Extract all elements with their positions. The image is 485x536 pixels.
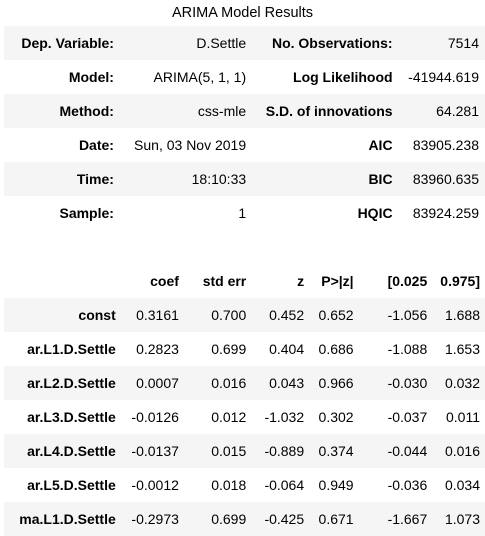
summary-value: 83960.635 bbox=[412, 171, 479, 187]
coef-cell: 0.0007 bbox=[136, 375, 179, 391]
pvalue-cell: 0.949 bbox=[318, 477, 354, 493]
column-header: coef bbox=[150, 273, 179, 289]
table-row: ar.L4.D.Settle -0.0137 0.015 -0.889 0.37… bbox=[4, 434, 485, 468]
z-cell: -0.889 bbox=[264, 443, 305, 459]
table-row: Method: css-mle S.D. of innovations 64.2… bbox=[4, 94, 485, 128]
summary-label: Dep. Variable: bbox=[21, 35, 114, 51]
pvalue-cell: 0.671 bbox=[318, 511, 354, 527]
coef-cell: -0.0126 bbox=[131, 409, 179, 425]
ci-upper-cell: 1.073 bbox=[444, 511, 480, 527]
table-row: ar.L2.D.Settle 0.0007 0.016 0.043 0.966 … bbox=[4, 366, 485, 400]
table-row: ar.L3.D.Settle -0.0126 0.012 -1.032 0.30… bbox=[4, 400, 485, 434]
coef-cell: -0.0137 bbox=[131, 443, 179, 459]
summary-label: Time: bbox=[76, 171, 114, 187]
summary-value: 18:10:33 bbox=[191, 171, 247, 187]
summary-value: 1 bbox=[238, 205, 247, 221]
term-label: const bbox=[78, 307, 116, 323]
table-row: ma.L1.D.Settle -0.2973 0.699 -0.425 0.67… bbox=[4, 502, 485, 536]
summary-label: Log Likelihood bbox=[293, 69, 393, 85]
summary-label: Model: bbox=[68, 69, 114, 85]
stderr-cell: 0.699 bbox=[211, 511, 247, 527]
table-row: Dep. Variable: D.Settle No. Observations… bbox=[4, 26, 485, 60]
summary-value: 64.281 bbox=[436, 103, 479, 119]
column-header bbox=[4, 264, 120, 298]
pvalue-cell: 0.652 bbox=[318, 307, 354, 323]
z-cell: -0.064 bbox=[264, 477, 305, 493]
summary-value: ARIMA(5, 1, 1) bbox=[153, 69, 247, 85]
summary-label: Date: bbox=[78, 137, 114, 153]
model-summary-table: Dep. Variable: D.Settle No. Observations… bbox=[4, 26, 485, 230]
table-row: ar.L1.D.Settle 0.2823 0.699 0.404 0.686 … bbox=[4, 332, 485, 366]
column-header: P>|z| bbox=[321, 273, 354, 289]
column-header: z bbox=[297, 273, 305, 289]
table-row: ar.L5.D.Settle -0.0012 0.018 -0.064 0.94… bbox=[4, 468, 485, 502]
ci-lower-cell: -1.056 bbox=[387, 307, 428, 323]
z-cell: -1.032 bbox=[264, 409, 305, 425]
table-spacer bbox=[0, 230, 485, 264]
column-header: [0.025 bbox=[387, 273, 428, 289]
coef-cell: 0.2823 bbox=[136, 341, 179, 357]
ci-lower-cell: -1.088 bbox=[387, 341, 428, 357]
stderr-cell: 0.699 bbox=[211, 341, 247, 357]
summary-value: 7514 bbox=[447, 35, 479, 51]
table-row: Time: 18:10:33 BIC 83960.635 bbox=[4, 162, 485, 196]
term-label: ar.L1.D.Settle bbox=[27, 341, 116, 357]
ci-lower-cell: -0.044 bbox=[387, 443, 428, 459]
stderr-cell: 0.700 bbox=[211, 307, 247, 323]
pvalue-cell: 0.374 bbox=[318, 443, 354, 459]
ci-lower-cell: -0.030 bbox=[387, 375, 428, 391]
z-cell: 0.452 bbox=[269, 307, 305, 323]
coef-cell: -0.2973 bbox=[131, 511, 179, 527]
term-label: ar.L2.D.Settle bbox=[27, 375, 116, 391]
table-caption: ARIMA Model Results bbox=[171, 5, 314, 21]
term-label: ar.L5.D.Settle bbox=[27, 477, 116, 493]
ci-lower-cell: -0.036 bbox=[387, 477, 428, 493]
ci-upper-cell: 0.016 bbox=[444, 443, 480, 459]
z-cell: 0.404 bbox=[269, 341, 305, 357]
table-row: Sample: 1 HQIC 83924.259 bbox=[4, 196, 485, 230]
ci-upper-cell: 1.653 bbox=[444, 341, 480, 357]
z-cell: -0.425 bbox=[264, 511, 305, 527]
summary-value: D.Settle bbox=[196, 35, 247, 51]
stderr-cell: 0.015 bbox=[211, 443, 247, 459]
pvalue-cell: 0.686 bbox=[318, 341, 354, 357]
summary-label: Method: bbox=[59, 103, 114, 119]
summary-value: 83905.238 bbox=[412, 137, 479, 153]
summary-label: AIC bbox=[368, 137, 393, 153]
table-header-row: coef std err z P>|z| [0.025 0.975] bbox=[4, 264, 485, 298]
summary-label: HQIC bbox=[357, 205, 393, 221]
coef-cell: -0.0012 bbox=[131, 477, 179, 493]
ci-lower-cell: -0.037 bbox=[387, 409, 428, 425]
ci-upper-cell: 0.034 bbox=[444, 477, 480, 493]
table-row: Model: ARIMA(5, 1, 1) Log Likelihood -41… bbox=[4, 60, 485, 94]
stderr-cell: 0.012 bbox=[211, 409, 247, 425]
summary-label: S.D. of innovations bbox=[265, 103, 393, 119]
z-cell: 0.043 bbox=[269, 375, 305, 391]
summary-value: Sun, 03 Nov 2019 bbox=[134, 137, 247, 153]
stderr-cell: 0.016 bbox=[211, 375, 247, 391]
column-header: std err bbox=[202, 273, 247, 289]
summary-label: BIC bbox=[368, 171, 393, 187]
ci-upper-cell: 1.688 bbox=[444, 307, 480, 323]
ci-lower-cell: -1.667 bbox=[387, 511, 428, 527]
term-label: ar.L4.D.Settle bbox=[27, 443, 116, 459]
column-header: 0.975] bbox=[440, 273, 480, 289]
term-label: ar.L3.D.Settle bbox=[27, 409, 116, 425]
pvalue-cell: 0.302 bbox=[318, 409, 354, 425]
summary-value: -41944.619 bbox=[408, 69, 479, 85]
table-row: Date: Sun, 03 Nov 2019 AIC 83905.238 bbox=[4, 128, 485, 162]
coefficients-table: coef std err z P>|z| [0.025 0.975] const… bbox=[4, 264, 485, 536]
summary-value: 83924.259 bbox=[412, 205, 479, 221]
pvalue-cell: 0.966 bbox=[318, 375, 354, 391]
summary-label: No. Observations: bbox=[271, 35, 393, 51]
summary-label: Sample: bbox=[59, 205, 114, 221]
ci-upper-cell: 0.032 bbox=[444, 375, 480, 391]
table-row: const 0.3161 0.700 0.452 0.652 -1.056 1.… bbox=[4, 298, 485, 332]
coef-cell: 0.3161 bbox=[136, 307, 179, 323]
summary-value: css-mle bbox=[197, 103, 247, 119]
stderr-cell: 0.018 bbox=[211, 477, 247, 493]
term-label: ma.L1.D.Settle bbox=[19, 511, 116, 527]
ci-upper-cell: 0.011 bbox=[446, 409, 480, 425]
